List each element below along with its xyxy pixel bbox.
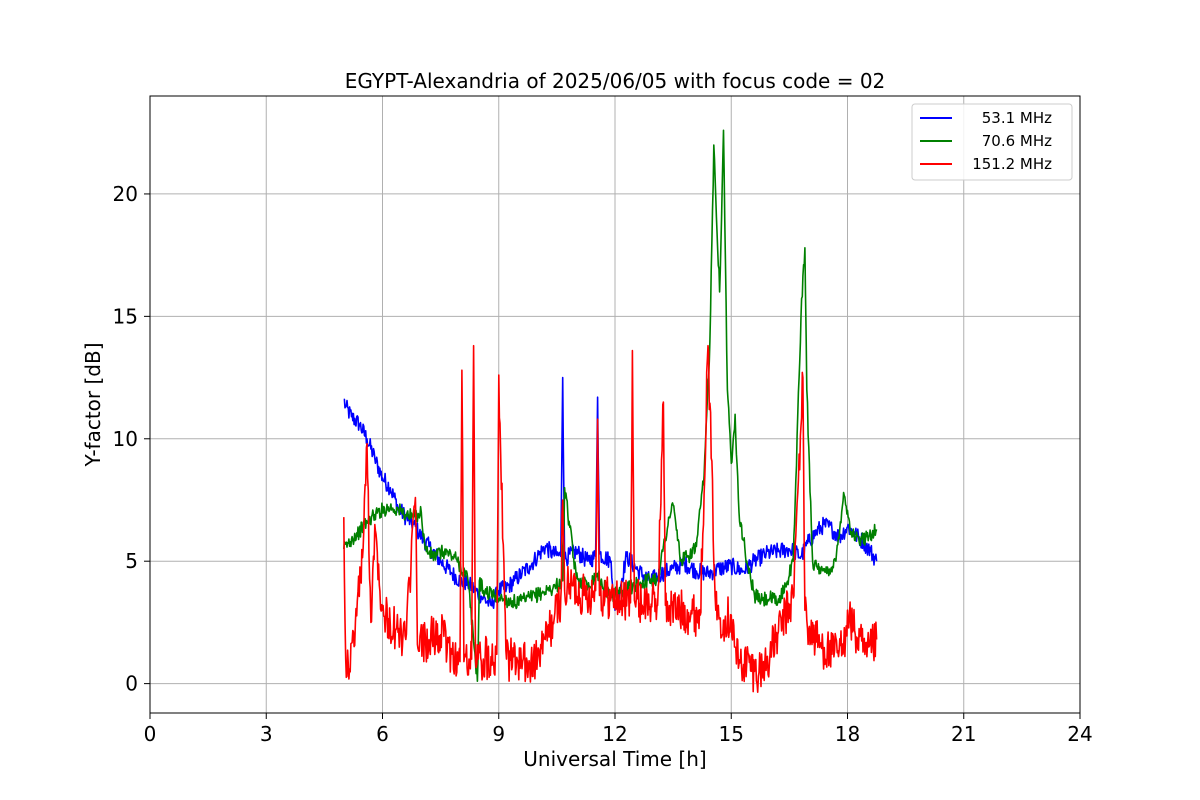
x-axis-ticks: 0 3 6 9 12 15 18 21 24 — [144, 713, 1093, 746]
x-tick-label: 0 — [144, 722, 157, 746]
legend-box — [911, 103, 1073, 181]
legend-entry: 70.6 MHz — [982, 132, 1052, 150]
series-line-0 — [343, 376, 878, 611]
legend-entry: 151.2 MHz — [972, 155, 1052, 173]
legend-entry: 53.1 MHz — [982, 109, 1052, 127]
grid-lines — [149, 96, 1081, 713]
series-lines — [343, 129, 878, 693]
y-tick-label: 15 — [113, 304, 138, 328]
y-axis-ticks: 0 5 10 15 20 — [113, 182, 150, 696]
y-tick-label: 20 — [113, 182, 138, 206]
x-axis-label: Universal Time [h] — [523, 747, 706, 771]
x-tick-label: 12 — [602, 722, 627, 746]
y-axis-label: Y-factor [dB] — [81, 342, 105, 467]
x-tick-label: 9 — [492, 722, 505, 746]
series-line-2 — [343, 344, 878, 693]
x-tick-label: 15 — [719, 722, 744, 746]
x-tick-label: 3 — [260, 722, 273, 746]
x-tick-label: 24 — [1067, 722, 1092, 746]
x-tick-label: 6 — [376, 722, 389, 746]
y-tick-label: 5 — [125, 549, 138, 573]
legend: 53.1 MHz 70.6 MHz 151.2 MHz — [911, 103, 1073, 181]
y-tick-label: 0 — [125, 672, 138, 696]
x-tick-label: 18 — [835, 722, 860, 746]
x-tick-label: 21 — [951, 722, 976, 746]
chart-title: EGYPT-Alexandria of 2025/06/05 with focu… — [345, 69, 886, 93]
y-tick-label: 10 — [113, 427, 138, 451]
